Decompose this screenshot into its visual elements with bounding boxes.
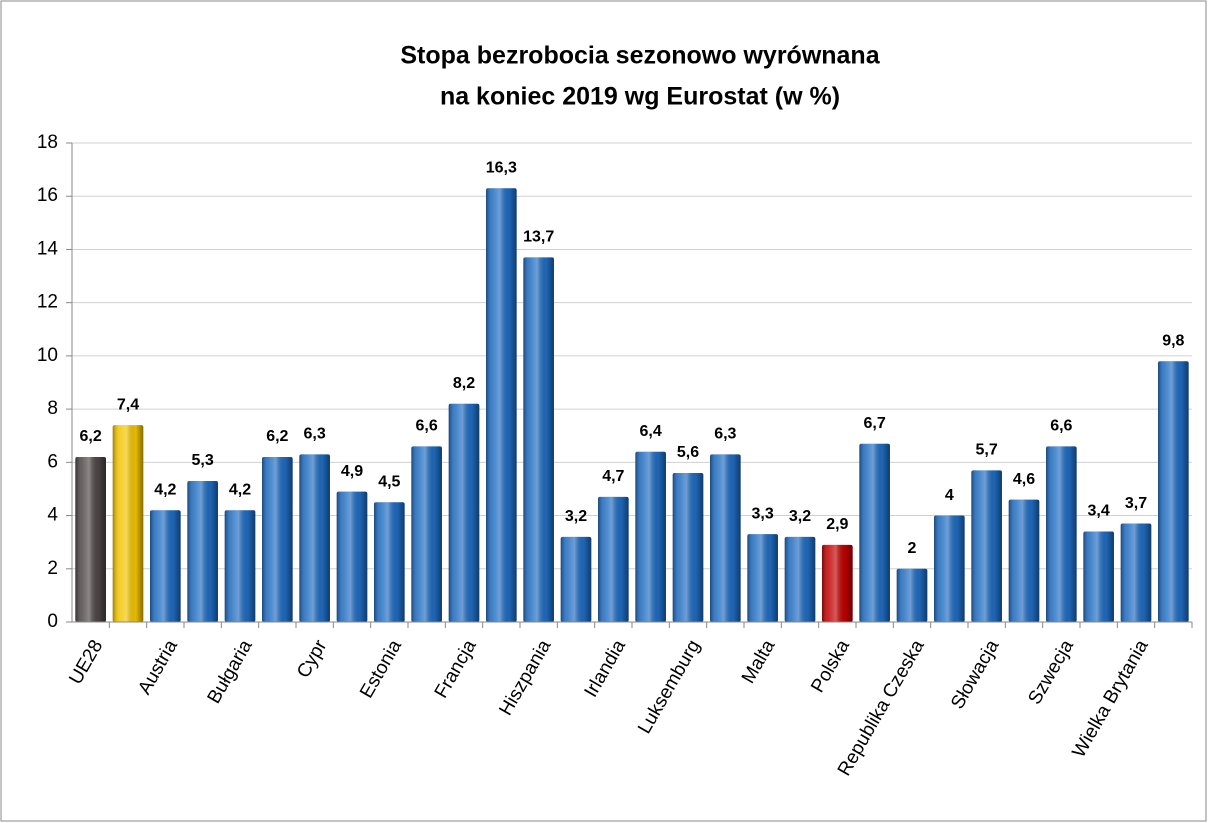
value-label: 13,7	[523, 229, 554, 246]
value-label: 3,4	[1088, 503, 1110, 520]
bar-shade	[75, 457, 106, 622]
bar-shade	[859, 443, 890, 622]
y-tick-label: 0	[47, 611, 58, 632]
chart-title: Stopa bezrobocia sezonowo wyrównana	[400, 42, 880, 70]
bar-shade	[635, 451, 666, 622]
value-label: 9,8	[1162, 332, 1184, 349]
value-label: 7,4	[117, 396, 139, 413]
y-tick-label: 10	[37, 345, 58, 366]
value-label: 16,3	[486, 159, 517, 176]
value-label: 6,3	[714, 426, 736, 443]
value-label: 4	[945, 487, 954, 504]
value-label: 5,7	[976, 442, 998, 459]
value-label: 4,2	[229, 481, 251, 498]
bar-shade	[710, 454, 741, 622]
value-label: 3,2	[565, 508, 587, 525]
value-label: 4,7	[602, 468, 624, 485]
value-label: 4,9	[341, 463, 363, 480]
bar-shade	[112, 425, 144, 622]
value-label: 3,7	[1125, 495, 1147, 512]
value-label: 4,6	[1013, 471, 1035, 488]
y-tick-label: 8	[47, 398, 58, 419]
value-label: 6,2	[80, 428, 102, 445]
y-tick-label: 16	[37, 185, 58, 206]
bar-shade	[1158, 361, 1189, 622]
y-tick-label: 18	[37, 132, 58, 153]
bar-shade	[672, 472, 704, 622]
value-label: 6,2	[266, 428, 288, 445]
y-tick-label: 6	[47, 451, 58, 472]
bar-shade	[411, 446, 442, 622]
bar-shade	[374, 502, 405, 622]
bar-shade	[224, 510, 256, 622]
value-label: 5,6	[677, 444, 699, 461]
bar-shade	[336, 491, 368, 622]
value-label: 6,4	[640, 423, 662, 440]
bar-shade	[560, 536, 592, 622]
bar-shade	[934, 515, 965, 622]
bar-shade	[784, 536, 816, 622]
bar-shade	[896, 568, 928, 622]
bar-shade	[1046, 446, 1077, 622]
y-tick-label: 4	[47, 505, 58, 526]
bar-shade	[262, 457, 293, 622]
bar-shade	[1120, 523, 1152, 622]
y-tick-label: 12	[37, 292, 58, 313]
bar-shade	[1083, 531, 1114, 622]
bar-shade	[150, 510, 181, 622]
bar-shade	[822, 544, 853, 622]
bar-shade	[971, 470, 1002, 622]
bar-shade	[187, 480, 218, 622]
bar-shade	[448, 403, 480, 622]
value-label: 6,6	[416, 418, 438, 435]
value-label: 3,3	[752, 505, 774, 522]
value-label: 6,7	[864, 415, 886, 432]
value-label: 2	[908, 540, 917, 557]
y-tick-label: 2	[47, 558, 58, 579]
value-label: 6,6	[1050, 418, 1072, 435]
value-label: 4,2	[154, 481, 176, 498]
value-label: 8,2	[453, 375, 475, 392]
value-label: 4,5	[378, 473, 400, 490]
bar-shade	[523, 257, 554, 622]
chart-title: na koniec 2019 wg Eurostat (w %)	[440, 83, 840, 111]
y-tick-label: 14	[37, 238, 59, 259]
bar-shade	[747, 534, 778, 622]
bar-shade	[299, 454, 330, 622]
value-label: 5,3	[192, 452, 214, 469]
bar-shade	[1008, 499, 1040, 622]
value-label: 2,9	[826, 516, 848, 533]
value-label: 6,3	[304, 426, 326, 443]
bar-shade	[598, 496, 629, 622]
value-label: 3,2	[789, 508, 811, 525]
bar-shade	[486, 188, 517, 622]
